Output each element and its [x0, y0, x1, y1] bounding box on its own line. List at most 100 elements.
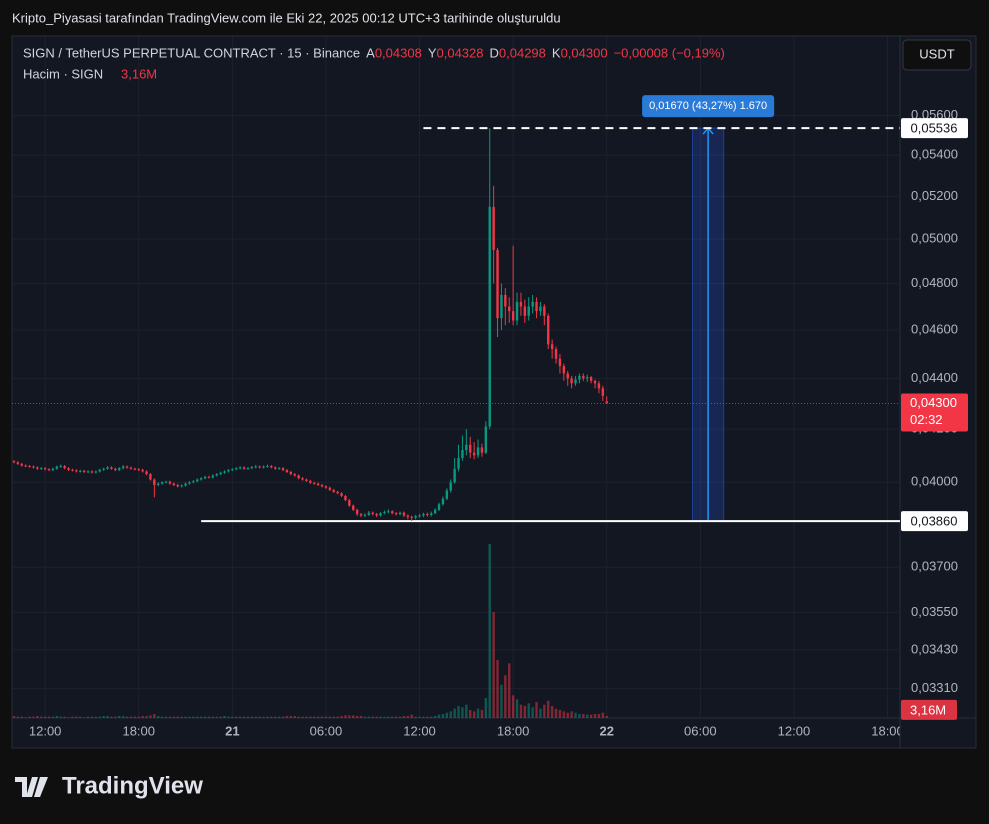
candle-body [43, 468, 47, 470]
candle-body [254, 466, 257, 468]
candle-body [523, 306, 527, 316]
candle-body [340, 493, 343, 496]
volume-bar [145, 716, 148, 718]
currency-label: USDT [919, 46, 954, 61]
candle-body [531, 301, 534, 307]
volume-bar [433, 716, 437, 718]
candle-body [28, 466, 31, 468]
volume-bar [410, 714, 413, 718]
volume-bar [114, 716, 117, 718]
volume-bar [242, 716, 246, 718]
candle-body [363, 514, 367, 516]
y-tick-label: 0,03430 [911, 641, 958, 656]
ohlc-value: 0,04328 [437, 45, 484, 60]
candle-body [500, 294, 503, 319]
candle-body [578, 375, 581, 380]
candle-body [476, 447, 480, 456]
volume-bar [141, 716, 144, 718]
volume-legend: Hacim · SIGN [23, 66, 103, 81]
candle-body [441, 498, 445, 505]
candle-body [106, 467, 109, 469]
candle-body [121, 466, 125, 469]
candle-body [157, 483, 160, 485]
candle-body [336, 491, 339, 494]
volume-bar [527, 703, 530, 718]
volume-bar [574, 712, 577, 718]
candle-body [75, 470, 78, 472]
volume-bar [293, 716, 296, 718]
candle-body [316, 483, 320, 485]
candle-body [406, 515, 410, 517]
price-tag [901, 511, 968, 532]
y-tick-label: 0,04800 [911, 275, 958, 290]
y-tick-label: 0,05400 [911, 147, 958, 162]
volume-bar [90, 716, 94, 718]
volume-bar [79, 716, 82, 718]
candle-body [344, 495, 347, 501]
x-tick-label: 18:00 [497, 723, 530, 738]
candle-body [129, 467, 133, 469]
volume-bar [28, 716, 31, 718]
brand-logo: TradingView [15, 772, 203, 799]
x-tick-label: 12:00 [403, 723, 436, 738]
volume-bar [149, 715, 152, 718]
volume-bar [550, 706, 554, 718]
candle-body [359, 514, 363, 516]
volume-bar [51, 716, 55, 718]
candle-body [79, 470, 82, 472]
volume-bar [246, 716, 250, 718]
ohlc-key: K [552, 45, 561, 60]
candle-body [309, 480, 312, 483]
volume-bar [391, 716, 394, 718]
price-tag-label: 0,05536 [911, 121, 958, 136]
volume-bar [258, 716, 261, 718]
volume-bar [180, 716, 183, 718]
candle-body [114, 468, 117, 471]
volume-bar [192, 716, 195, 718]
current-price-tag [901, 393, 968, 432]
current-price-label: 0,04300 [910, 395, 957, 410]
volume-bar [94, 716, 98, 718]
volume-bar [231, 716, 234, 718]
candle-body [24, 465, 27, 467]
candle-body [394, 513, 398, 515]
candle-body [20, 463, 23, 466]
volume-bar [406, 716, 410, 718]
y-tick-label: 0,04000 [911, 474, 958, 489]
volume-bar [484, 698, 488, 718]
volume-tag-label: 3,16M [910, 702, 946, 717]
measure-label-bg [642, 95, 775, 118]
volume-bar [332, 716, 335, 718]
candle-body [527, 306, 530, 316]
volume-bar [453, 708, 456, 718]
candle-body [566, 373, 569, 379]
candle-body [133, 468, 137, 470]
candle-body [137, 469, 140, 471]
volume-bar [570, 711, 573, 718]
candle-body [235, 468, 238, 470]
currency-button[interactable] [902, 39, 972, 71]
candle-body [118, 468, 121, 471]
volume-bar [508, 663, 511, 718]
volume-bar [215, 716, 218, 718]
volume-bar [562, 711, 566, 718]
volume-bar [133, 716, 137, 718]
volume-bar [129, 716, 133, 718]
volume-bar [383, 716, 386, 718]
volume-bar [430, 716, 433, 718]
volume-bar [426, 716, 429, 718]
volume-bar [476, 708, 480, 718]
candle-body [355, 509, 359, 515]
candle-body [550, 344, 554, 350]
candle-body [324, 486, 328, 488]
candle-body [71, 469, 74, 471]
volume-bar [445, 712, 449, 718]
x-tick-label: 18:00 [122, 723, 155, 738]
volume-bar [196, 716, 199, 718]
candle-body [547, 315, 550, 345]
volume-bar [535, 702, 538, 718]
candle-body [367, 512, 371, 515]
volume-bar [437, 714, 441, 718]
candle-body [535, 301, 538, 312]
candle-body [188, 482, 191, 484]
